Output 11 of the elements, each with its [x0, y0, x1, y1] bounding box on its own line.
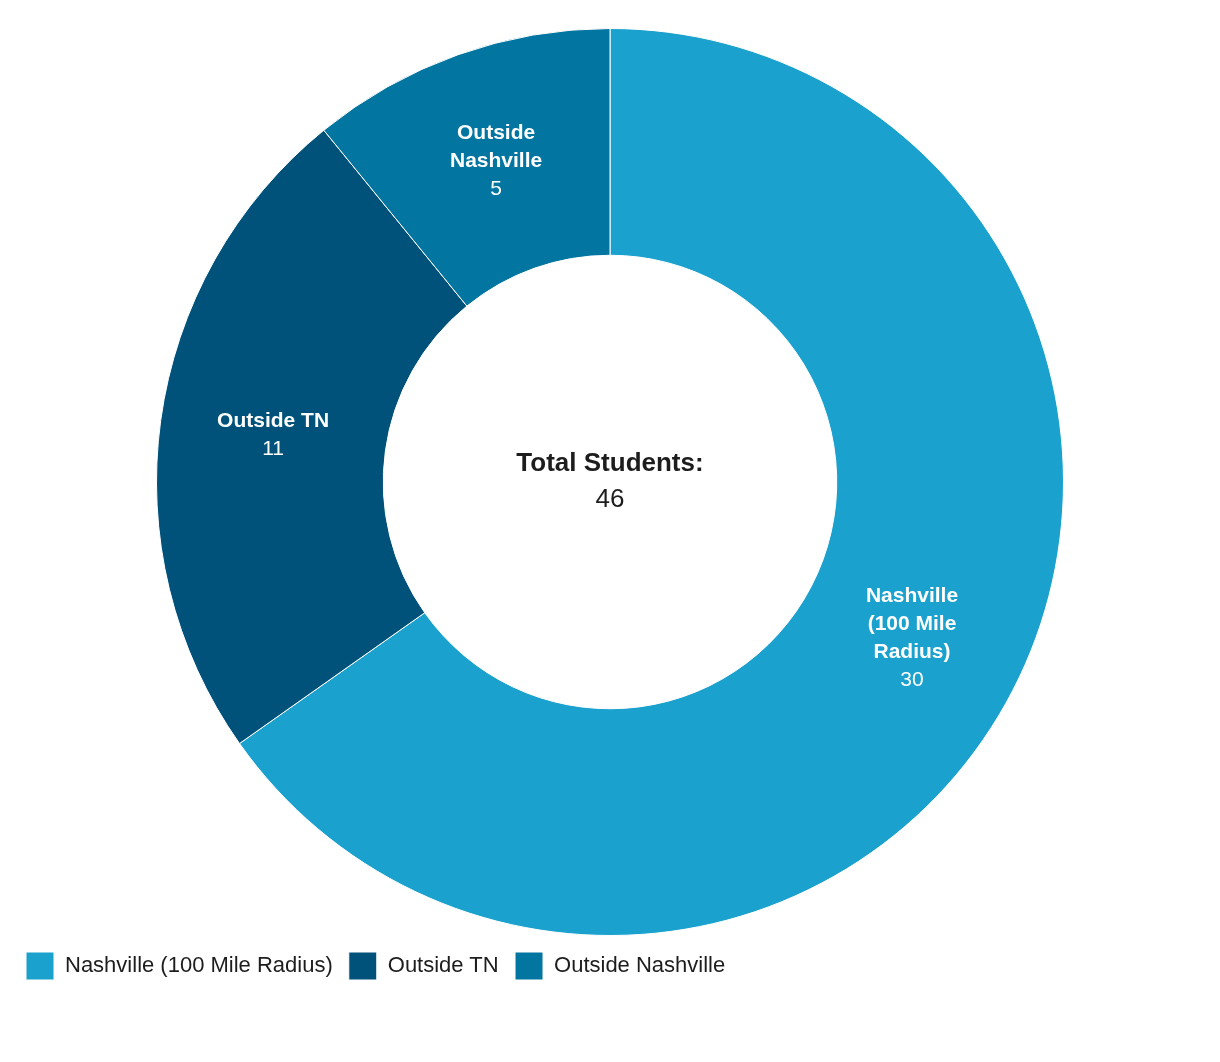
legend-label: Outside TN [387, 952, 499, 978]
slice-label: Outside Nashville [449, 120, 543, 172]
text: Total Students: [516, 447, 704, 478]
slice-label: Nashville (100 Mile Radius) [865, 583, 959, 663]
legend-label: Nashville (100 Mile Radius) [65, 952, 333, 978]
data-label: 30 [900, 667, 924, 691]
text: 46 [595, 483, 625, 514]
slice-label: Outside TN [217, 408, 330, 432]
legend-label: Outside Nashville [554, 952, 726, 978]
data-label: 11 [262, 436, 284, 460]
data-label: 5 [490, 176, 502, 200]
